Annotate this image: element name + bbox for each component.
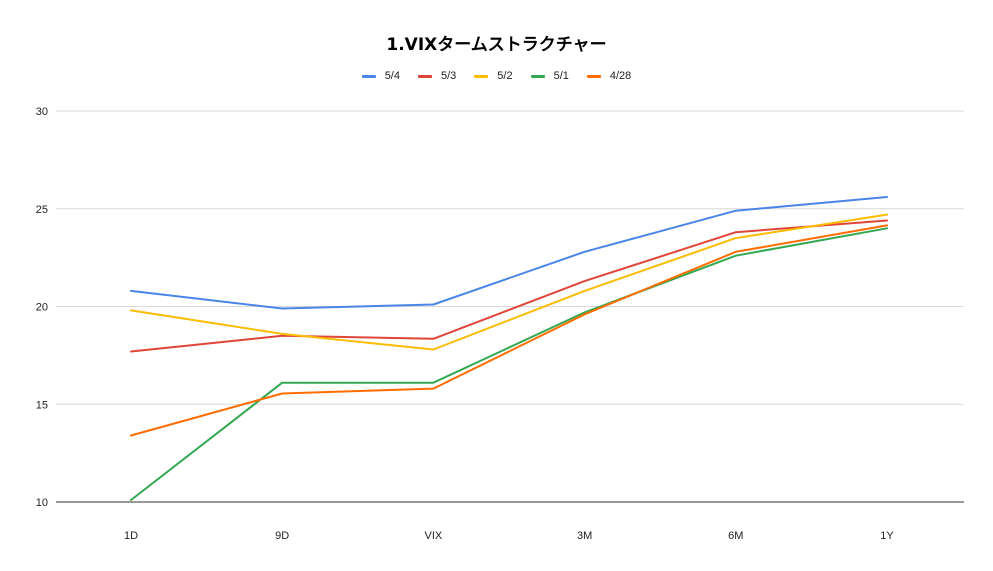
legend-label: 5/2 — [497, 70, 513, 82]
legend-swatch — [530, 74, 545, 78]
x-tick-label: 3M — [577, 530, 592, 542]
series-line-5/1 — [130, 227, 888, 501]
x-tick-label: VIX — [425, 530, 443, 542]
legend-item: 5/3 — [417, 70, 457, 82]
legend-label: 4/28 — [609, 70, 632, 82]
x-tick-label: 6M — [728, 530, 743, 542]
y-tick-label: 10 — [36, 497, 48, 509]
legend-item: 5/2 — [474, 70, 513, 82]
series-line-4/28 — [130, 224, 888, 437]
legend-item: 4/28 — [586, 70, 632, 82]
legend: 5/4 5/3 5/2 5/1 4/28 — [0, 70, 993, 82]
legend-swatch — [361, 74, 376, 78]
legend-label: 5/1 — [553, 70, 569, 82]
legend-label: 5/4 — [384, 70, 400, 82]
y-tick-label: 30 — [36, 106, 48, 118]
legend-item: 5/4 — [361, 70, 400, 82]
y-tick-label: 15 — [36, 399, 48, 411]
series-line-5/2 — [130, 213, 888, 351]
x-tick-label: 9D — [275, 530, 289, 542]
x-tick-label: 1D — [124, 530, 138, 542]
series-line-5/3 — [130, 219, 888, 353]
y-tick-label: 25 — [36, 204, 48, 216]
legend-label: 5/3 — [440, 70, 457, 82]
x-tick-label: 1Y — [880, 530, 894, 542]
legend-item: 5/1 — [530, 70, 569, 82]
legend-swatch — [474, 74, 489, 78]
legend-swatch — [417, 74, 432, 78]
chart-title: 1.VIXタームストラクチャー — [386, 35, 607, 55]
y-tick-label: 20 — [36, 302, 48, 314]
legend-swatch — [586, 74, 601, 78]
series-line-5/4 — [130, 196, 888, 310]
